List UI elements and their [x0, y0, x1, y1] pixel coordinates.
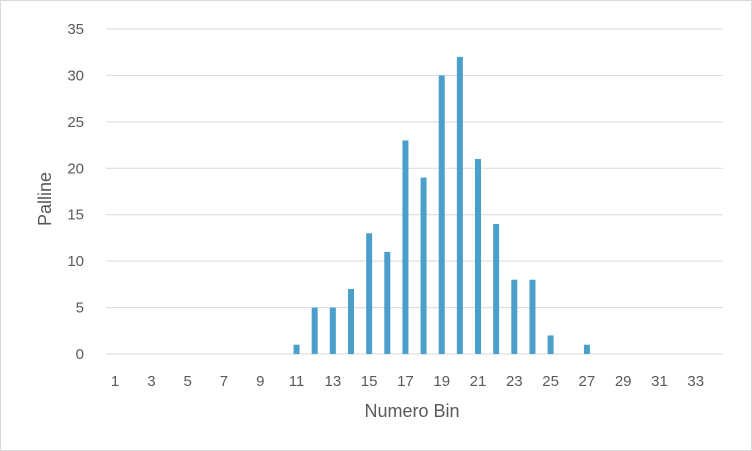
bar-bin-23: [511, 279, 518, 354]
bar-bin-27: [583, 344, 590, 354]
bar-bin-20: [456, 56, 463, 355]
x-tick-label: 11: [289, 373, 305, 390]
y-tick-label: 20: [67, 160, 84, 177]
bar-bin-16: [384, 251, 391, 354]
y-tick-label: 10: [67, 253, 84, 270]
y-axis-ticks: 0 5 10 15 20 25 30 35: [67, 21, 84, 363]
x-tick-label: 13: [324, 373, 341, 390]
bar-bin-25: [547, 335, 554, 354]
gridlines: [106, 28, 723, 355]
bar-bin-11: [293, 344, 300, 354]
bars: [293, 56, 590, 355]
bar-bin-14: [347, 289, 354, 354]
x-axis-title: Numero Bin: [364, 401, 459, 421]
y-axis-title: Palline: [35, 172, 55, 226]
bar-bin-12: [311, 307, 318, 354]
x-tick-label: 33: [687, 373, 704, 390]
y-tick-label: 30: [67, 67, 84, 84]
bar-bin-13: [329, 307, 336, 354]
x-tick-label: 7: [220, 373, 228, 390]
x-tick-label: 5: [183, 373, 191, 390]
y-tick-label: 25: [67, 114, 84, 131]
x-tick-label: 15: [361, 373, 378, 390]
x-tick-label: 27: [579, 373, 596, 390]
bar-bin-21: [475, 159, 482, 354]
y-tick-label: 15: [67, 207, 84, 224]
bar-bin-18: [420, 177, 427, 354]
x-tick-label: 9: [256, 373, 264, 390]
bar-bin-15: [366, 233, 373, 354]
bar-bin-17: [402, 140, 409, 354]
x-tick-label: 31: [651, 373, 668, 390]
x-tick-label: 23: [506, 373, 523, 390]
y-tick-label: 5: [76, 300, 84, 317]
bar-bin-24: [529, 279, 536, 354]
x-tick-label: 19: [433, 373, 450, 390]
x-tick-label: 1: [111, 373, 119, 390]
x-tick-label: 3: [147, 373, 155, 390]
x-tick-label: 21: [470, 373, 487, 390]
bar-bin-19: [438, 75, 445, 355]
x-tick-label: 25: [542, 373, 559, 390]
y-tick-label: 35: [67, 21, 84, 38]
y-tick-label: 0: [76, 346, 84, 363]
x-axis-ticks: 1 3 5 7 9 11 13 15 17 19 21 23 25 27 29 31 33: [111, 373, 704, 390]
x-tick-label: 29: [615, 373, 632, 390]
bar-bin-22: [493, 224, 500, 354]
x-tick-label: 17: [397, 373, 414, 390]
